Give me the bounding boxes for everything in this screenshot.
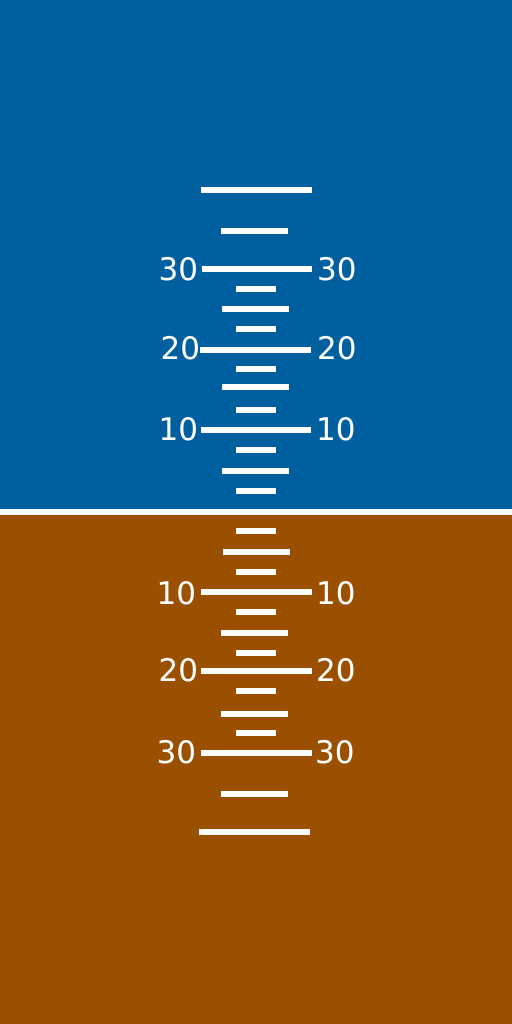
pitch-tick-up-30 [202, 266, 312, 272]
pitch-tick-minor [236, 286, 276, 292]
pitch-tick-minor [236, 730, 276, 736]
pitch-tick-minor [221, 630, 288, 636]
pitch-tick-minor [221, 791, 288, 797]
pitch-tick-minor [223, 549, 290, 555]
pitch-tick-down-20 [201, 668, 312, 674]
pitch-label-down-20-right: 20 [316, 653, 356, 689]
pitch-tick-up-20 [200, 347, 311, 353]
pitch-tick-minor [236, 488, 276, 494]
pitch-label-down-10-left: 10 [156, 576, 196, 612]
pitch-tick-minor [222, 306, 289, 312]
pitch-tick-down-10 [201, 589, 312, 595]
horizon-line [0, 509, 512, 515]
pitch-label-up-20-left: 20 [160, 331, 200, 367]
pitch-tick-minor [236, 688, 276, 694]
pitch-tick-minor [222, 384, 289, 390]
pitch-tick-minor [236, 650, 276, 656]
sky-background [0, 0, 512, 509]
ground-background [0, 515, 512, 1024]
pitch-label-down-20-left: 20 [158, 653, 198, 689]
pitch-tick-down-30 [201, 750, 312, 756]
pitch-label-down-30-right: 30 [315, 735, 355, 771]
pitch-tick-minor [221, 228, 288, 234]
pitch-tick-minor [236, 609, 276, 615]
pitch-label-up-20-right: 20 [317, 331, 357, 367]
pitch-label-up-30-left: 30 [158, 252, 198, 288]
pitch-tick-up-10 [201, 427, 311, 433]
pitch-tick-minor [236, 326, 276, 332]
pitch-label-up-10-right: 10 [316, 412, 356, 448]
pitch-tick-minor [236, 447, 276, 453]
pitch-tick-minor [236, 569, 276, 575]
pitch-tick-minor [236, 366, 276, 372]
pitch-tick-top-limit [201, 187, 312, 193]
pitch-tick-minor [236, 407, 276, 413]
pitch-tick-minor [221, 711, 288, 717]
pitch-tick-minor [222, 468, 289, 474]
pitch-label-up-10-left: 10 [158, 412, 198, 448]
pitch-label-up-30-right: 30 [317, 252, 357, 288]
pitch-tick-minor [236, 528, 276, 534]
pitch-tick-bottom-limit [199, 829, 310, 835]
pitch-label-down-30-left: 30 [156, 735, 196, 771]
pitch-label-down-10-right: 10 [316, 576, 356, 612]
